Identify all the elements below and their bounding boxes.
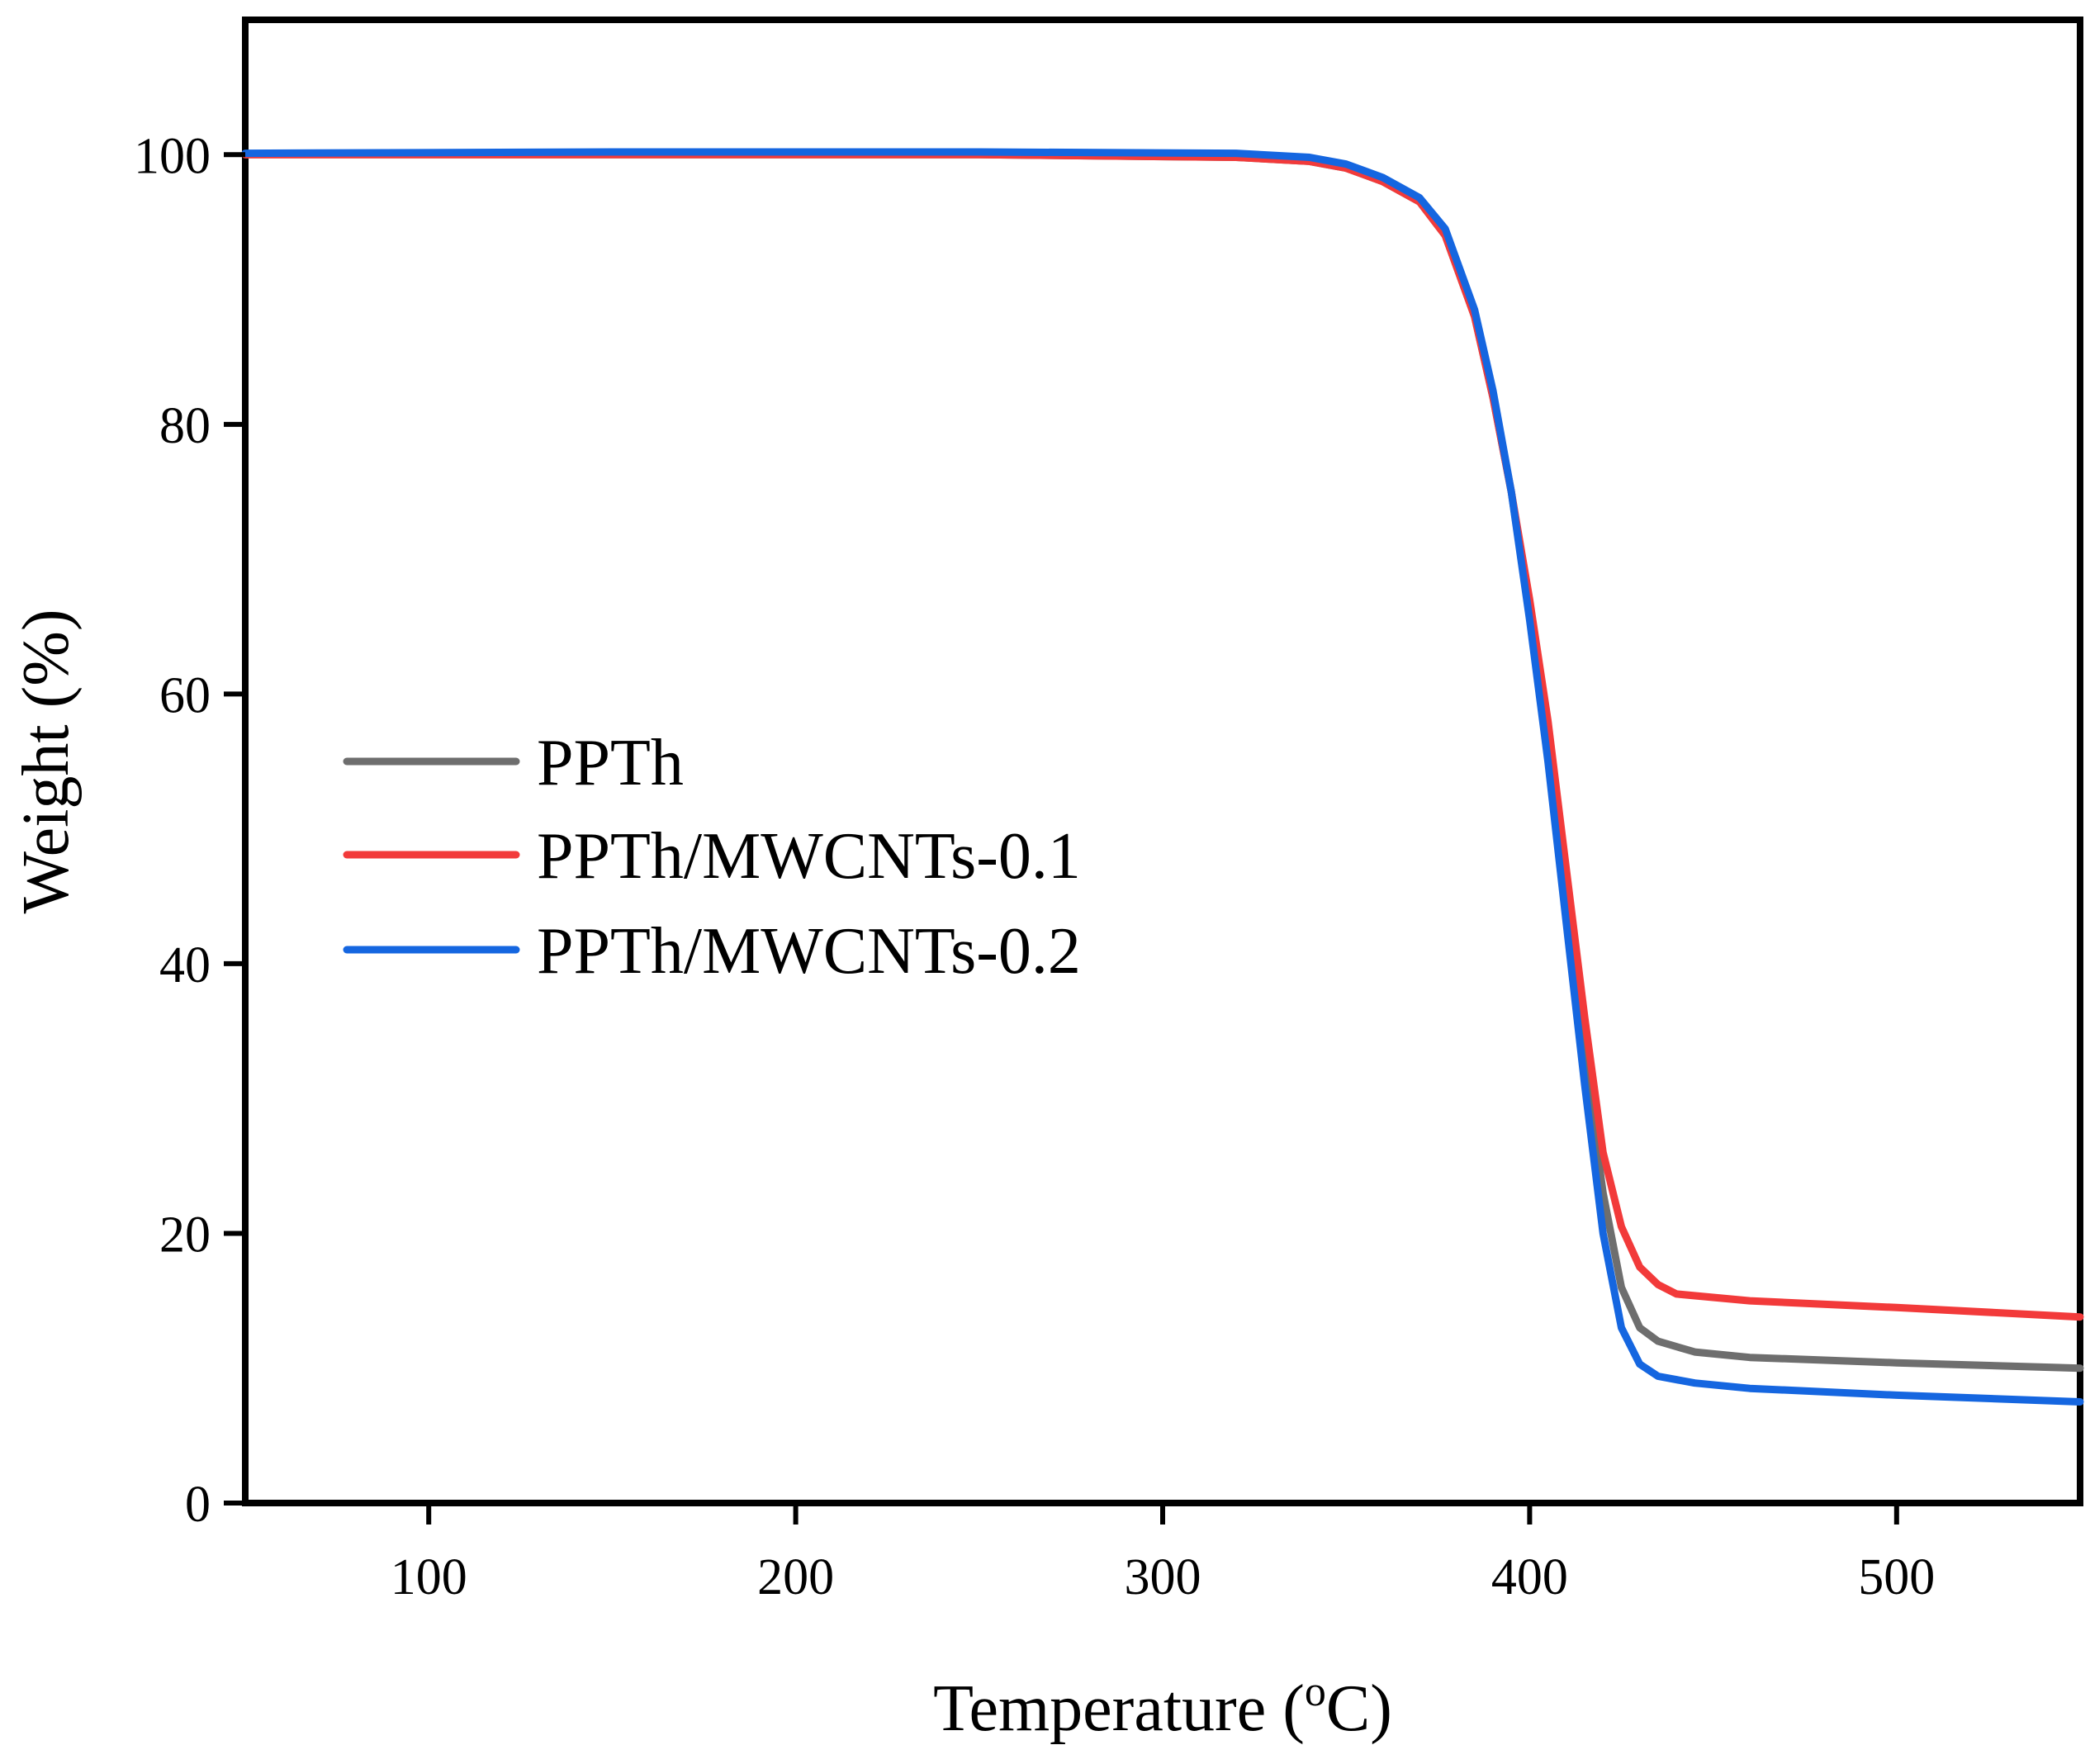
y-tick-label: 40 — [159, 937, 211, 993]
series-line-1 — [241, 150, 2084, 1321]
x-axis-ticks: 100 200 300 400 500 — [391, 1503, 1935, 1605]
x-axis-title-main: Temperature ( — [933, 1672, 1305, 1745]
x-axis-title-unit: C) — [1326, 1672, 1392, 1745]
plot-area: 100 200 300 400 500 0 20 40 60 80 100 — [134, 17, 2084, 1605]
y-tick-label: 20 — [159, 1207, 211, 1263]
legend: PPTh PPTh/MWCNTs-0.1 PPTh/MWCNTs-0.2 — [343, 727, 1081, 988]
legend-label-ppth: PPTh — [537, 727, 684, 799]
y-tick-label: 0 — [185, 1477, 211, 1533]
x-tick-label: 300 — [1125, 1549, 1201, 1605]
y-tick-label: 80 — [159, 398, 211, 454]
series-group — [241, 148, 2084, 1406]
y-tick-label: 60 — [159, 667, 211, 723]
legend-label-ppth-mwcnts-0-1: PPTh/MWCNTs-0.1 — [537, 820, 1081, 893]
x-tick-label: 500 — [1858, 1549, 1935, 1605]
series-line-0 — [241, 150, 2084, 1373]
y-axis-ticks: 0 20 40 60 80 100 — [134, 128, 245, 1533]
x-tick-label: 400 — [1491, 1549, 1568, 1605]
plot-frame — [242, 17, 2083, 1506]
y-tick-label: 100 — [134, 128, 211, 184]
x-axis-title-superscript: o — [1305, 1668, 1326, 1715]
x-tick-label: 100 — [391, 1549, 467, 1605]
legend-label-ppth-mwcnts-0-2: PPTh/MWCNTs-0.2 — [537, 915, 1081, 988]
series-line-2 — [241, 148, 2084, 1406]
x-tick-label: 200 — [757, 1549, 834, 1605]
x-axis-title: Temperature (oC) — [933, 1668, 1392, 1745]
y-axis-title: Weight (%) — [10, 609, 83, 914]
